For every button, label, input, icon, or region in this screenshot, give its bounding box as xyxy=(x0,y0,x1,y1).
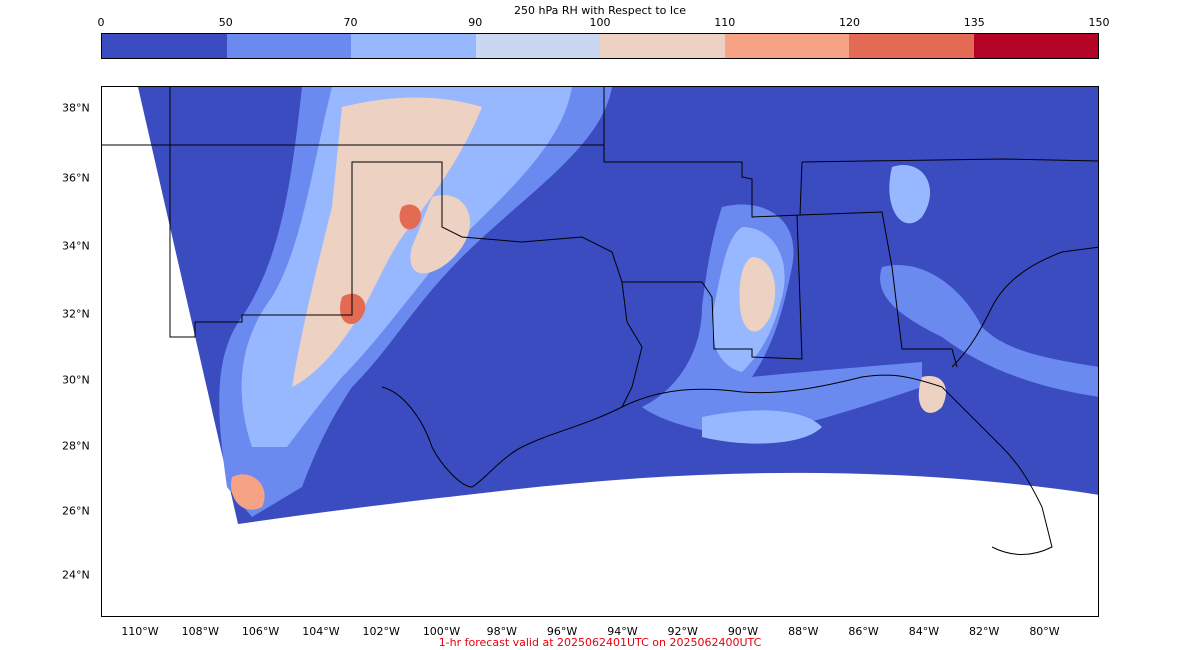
forecast-valid-text: 1-hr forecast valid at 2025062401UTC on … xyxy=(438,636,762,649)
colorbar-tick-label: 110 xyxy=(714,16,736,29)
colorbar-segment xyxy=(849,34,974,58)
longitude-label: 88°W xyxy=(788,625,819,638)
longitude-label: 100°W xyxy=(422,625,461,638)
longitude-label: 92°W xyxy=(667,625,698,638)
colorbar-tick-label: 90 xyxy=(468,16,483,29)
longitude-label: 80°W xyxy=(1029,625,1060,638)
colorbar-segment xyxy=(724,34,849,58)
longitude-label: 96°W xyxy=(546,625,578,638)
colorbar-tick-label: 50 xyxy=(218,16,233,29)
latitude-label: 32°N xyxy=(62,307,90,321)
colorbar-tick-label: 150 xyxy=(1088,16,1110,29)
latitude-label: 26°N xyxy=(62,504,90,518)
longitude-label: 82°W xyxy=(969,625,1000,638)
moisture-band-east xyxy=(642,165,1098,444)
latitude-label: 36°N xyxy=(62,171,90,185)
map-canvas xyxy=(102,87,1098,555)
longitude-label: 102°W xyxy=(362,625,400,638)
moisture-band-west xyxy=(219,87,612,517)
longitude-label: 108°W xyxy=(181,625,219,638)
colorbar-tick-label: 70 xyxy=(343,16,358,29)
longitude-label: 86°W xyxy=(848,625,879,638)
latitude-label: 28°N xyxy=(62,439,90,453)
boundaries xyxy=(102,87,1098,555)
longitude-label: 84°W xyxy=(908,625,940,638)
chart-title: 250 hPa RH with Respect to Ice xyxy=(514,4,686,17)
colorbar-segment xyxy=(226,34,351,58)
longitude-label: 98°W xyxy=(486,625,517,638)
colorbar-segment xyxy=(351,34,476,58)
latitude-label: 34°N xyxy=(62,239,90,253)
longitude-label: 110°W xyxy=(121,625,159,638)
map-panel xyxy=(101,86,1099,617)
colorbar-segment xyxy=(102,34,227,58)
colorbar-tick-label: 100 xyxy=(589,16,611,29)
colorbar-tick-label: 120 xyxy=(839,16,860,29)
longitude-label: 104°W xyxy=(302,625,340,638)
colorbar-tick-label: 135 xyxy=(963,16,985,29)
latitude-label: 30°N xyxy=(62,373,90,387)
colorbar-segment xyxy=(475,34,600,58)
latitude-label: 24°N xyxy=(62,568,90,582)
colorbar xyxy=(101,33,1099,59)
longitude-label: 106°W xyxy=(241,625,280,638)
colorbar-segment xyxy=(973,34,1098,58)
colorbar-tick-label: 0 xyxy=(97,16,105,29)
longitude-label: 94°W xyxy=(607,625,638,638)
colorbar-segment xyxy=(600,34,725,58)
latitude-label: 38°N xyxy=(62,101,90,115)
longitude-label: 90°W xyxy=(727,625,759,638)
